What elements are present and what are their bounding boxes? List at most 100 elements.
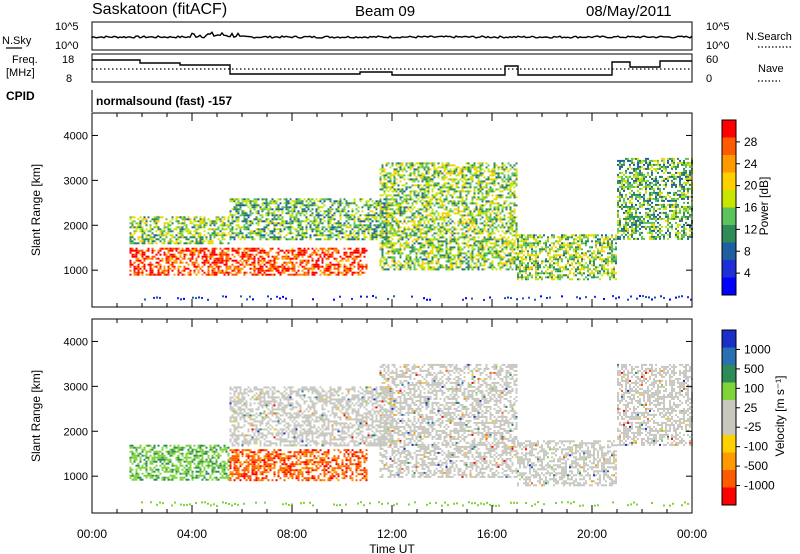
heatmap-cell <box>195 242 198 245</box>
heatmap-cell <box>503 232 506 235</box>
heatmap-cell <box>215 228 218 231</box>
heatmap-cell <box>349 238 352 241</box>
heatmap-cell <box>421 174 424 177</box>
heatmap-cell <box>465 252 468 255</box>
heatmap-cell <box>403 242 406 245</box>
heatmap-cell <box>519 260 521 263</box>
heatmap-cell <box>261 210 264 213</box>
heatmap-cell <box>405 196 408 199</box>
heatmap-cell <box>457 244 460 247</box>
heatmap-cell <box>167 257 170 260</box>
heatmap-cell <box>149 236 152 239</box>
heatmap-cell <box>453 232 456 235</box>
heatmap-cell <box>131 255 134 258</box>
heatmap-cell <box>485 216 488 219</box>
heatmap-cell <box>389 214 392 217</box>
heatmap-cell <box>477 190 480 193</box>
heatmap-cell <box>285 261 288 264</box>
heatmap-cell <box>129 251 132 254</box>
heatmap-cell <box>365 228 368 231</box>
heatmap-cell <box>441 254 444 257</box>
heatmap-cell <box>427 240 430 243</box>
heatmap-cell <box>263 251 266 254</box>
heatmap-cell <box>509 226 512 229</box>
heatmap-cell <box>395 200 398 203</box>
heatmap-cell <box>435 250 438 253</box>
heatmap-cell <box>203 224 206 227</box>
heatmap-cell <box>339 255 342 258</box>
heatmap-cell <box>381 188 384 191</box>
heatmap-cell <box>389 216 392 219</box>
heatmap-cell <box>513 218 516 221</box>
heatmap-cell <box>393 204 396 207</box>
heatmap-cell <box>329 210 332 213</box>
heatmap-cell <box>489 182 492 185</box>
heatmap-cell <box>129 240 132 243</box>
heatmap-cell <box>195 259 198 262</box>
heatmap-cell <box>367 228 370 231</box>
heatmap-cell <box>217 269 220 272</box>
heatmap-cell <box>381 168 384 171</box>
heatmap-cell <box>305 261 308 264</box>
heatmap-cell <box>183 222 186 225</box>
heatmap-cell <box>255 200 258 203</box>
heatmap-cell <box>517 238 519 241</box>
heatmap-cell <box>503 236 506 239</box>
heatmap-cell <box>383 198 386 201</box>
heatmap-cell <box>423 196 426 199</box>
heatmap-cell <box>241 212 244 215</box>
heatmap-cell <box>263 220 266 223</box>
heatmap-cell <box>521 274 523 277</box>
heatmap-cell <box>247 228 250 231</box>
heatmap-cell <box>133 226 136 229</box>
heatmap-cell <box>133 273 136 276</box>
heatmap-cell <box>285 200 288 203</box>
heatmap-cell <box>319 220 322 223</box>
heatmap-cell <box>479 246 482 249</box>
heatmap-cell <box>435 254 438 257</box>
heatmap-cell <box>141 232 144 235</box>
heatmap-cell <box>469 226 472 229</box>
heatmap-cell <box>399 242 402 245</box>
heatmap-cell <box>567 260 569 263</box>
heatmap-cell <box>579 238 581 241</box>
heatmap-cell <box>139 240 142 243</box>
heatmap-cell <box>155 230 158 233</box>
heatmap-cell <box>505 230 508 233</box>
heatmap-cell <box>611 234 613 237</box>
heatmap-cell <box>189 232 192 235</box>
heatmap-cell <box>199 222 202 225</box>
heatmap-cell <box>243 212 246 215</box>
heatmap-cell <box>329 247 332 250</box>
heatmap-cell <box>151 271 154 274</box>
heatmap-cell <box>387 246 390 249</box>
heatmap-cell <box>261 257 264 260</box>
heatmap-cell <box>399 162 402 165</box>
heatmap-cell <box>497 244 500 247</box>
heatmap-cell <box>241 255 244 258</box>
heatmap-cell <box>135 242 138 245</box>
heatmap-cell <box>259 208 262 211</box>
heatmap-cell <box>355 255 358 258</box>
heatmap-cell <box>405 232 408 235</box>
heatmap-cell <box>217 218 220 221</box>
heatmap-cell <box>131 222 134 225</box>
heatmap-cell <box>481 194 484 197</box>
heatmap-cell <box>169 253 172 256</box>
heatmap-cell <box>523 250 525 253</box>
heatmap-cell <box>427 262 430 265</box>
heatmap-cell <box>335 208 338 211</box>
heatmap-cell <box>437 174 440 177</box>
heatmap-cell <box>369 222 372 225</box>
heatmap-cell <box>413 230 416 233</box>
heatmap-cell <box>263 202 266 205</box>
heatmap-cell <box>223 218 226 221</box>
heatmap-cell <box>495 228 498 231</box>
heatmap-cell <box>287 208 290 211</box>
heatmap-cell <box>315 198 318 201</box>
heatmap-cell <box>409 264 412 267</box>
heatmap-cell <box>235 228 238 231</box>
heatmap-cell <box>355 208 358 211</box>
heatmap-cell <box>397 238 400 241</box>
heatmap-cell <box>399 204 402 207</box>
